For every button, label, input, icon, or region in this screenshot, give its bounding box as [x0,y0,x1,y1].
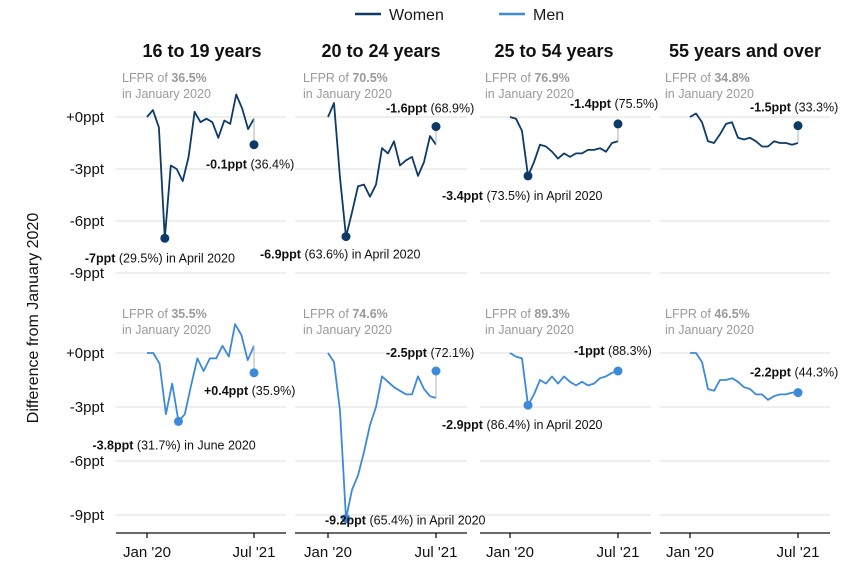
end-point [793,388,803,398]
end-point [431,366,441,376]
panel-women-2: LFPR of 70.5% in January 2020-1.6ppt (68.… [260,71,474,262]
lfpr-label: LFPR of 70.5% [303,71,388,85]
legend-women-label: Women [389,7,444,24]
trough-point [160,233,170,243]
panel-men-4: LFPR of 46.5% in January 2020 -2.2ppt (44.… [665,307,838,401]
y-axis-label: Difference from January 2020 [25,213,42,424]
panel-women-3: LFPR of 76.9% in January 2020-1.4ppt (75.… [442,71,658,203]
end-label: -1ppt (88.3%) [574,344,652,358]
y-tick-label: -9ppt [70,265,105,282]
trough-label: -3.4ppt (73.5%) in April 2020 [442,189,603,203]
panel-women-1: LFPR of 36.5% in January 2020 -0.1ppt (36.… [85,71,294,265]
trough-point [523,171,533,181]
y-tick-label: +0ppt [66,345,105,362]
x-tick-label: Jan '20 [123,544,171,561]
panel-title-20-24: 20 to 24 years [321,41,440,61]
lfpr-label-suffix: in January 2020 [485,323,574,337]
panel-title-55-over: 55 years and over [669,41,821,61]
lfpr-label: LFPR of 74.6% [303,307,388,321]
lfpr-label: LFPR of 36.5% [122,71,207,85]
y-tick-label: -9ppt [70,507,105,524]
y-tick-label: -3ppt [70,399,105,416]
end-label: +0.4ppt (35.9%) [204,384,295,398]
end-point [613,119,623,129]
lfpr-label: LFPR of 46.5% [665,307,750,321]
lfpr-label-suffix: in January 2020 [665,323,754,337]
panel-men-1: LFPR of 35.5% in January 2020 +0.4ppt (35.… [92,307,295,452]
y-tick-label: -6ppt [70,213,105,230]
series-line [509,116,619,177]
lfpr-label-suffix: in January 2020 [122,323,211,337]
lfpr-label-suffix: in January 2020 [303,87,392,101]
trough-point [341,232,351,242]
lfpr-label: LFPR of 35.5% [122,307,207,321]
series-line [327,352,437,520]
x-tick-label: Jul '21 [415,544,458,561]
panel-title-25-54: 25 to 54 years [494,41,613,61]
x-tick-label: Jan '20 [486,544,534,561]
lfpr-label-suffix: in January 2020 [303,323,392,337]
lfpr-label-suffix: in January 2020 [122,87,211,101]
end-label: -2.2ppt (44.3%) [750,366,838,380]
trough-point [341,514,351,524]
end-point [613,366,623,376]
lfpr-label: LFPR of 34.8% [665,71,750,85]
lfpr-label: LFPR of 89.3% [485,307,570,321]
trough-label: -3.8ppt (31.7%) in June 2020 [92,438,255,452]
panel-men-3: LFPR of 89.3% in January 2020-1ppt (88.3%… [442,307,652,432]
x-tick-label: Jan '20 [666,544,714,561]
series-line [690,352,798,401]
end-label: -1.6ppt (68.9%) [386,102,474,116]
y-tick-label: +0ppt [66,109,105,126]
trough-label: -9.2ppt (65.4%) in April 2020 [325,514,486,528]
trough-label: -7ppt (29.5%) in April 2020 [85,251,235,265]
y-tick-label: -3ppt [70,161,105,178]
panel-men-2: LFPR of 74.6% in January 2020 -2.5ppt (72.… [303,307,486,528]
x-tick-label: Jul '21 [233,544,276,561]
trough-label: -2.9ppt (86.4%) in April 2020 [442,418,603,432]
series-line [147,323,255,423]
legend-men-label: Men [533,7,564,24]
end-point [793,121,803,131]
end-point [249,368,259,378]
end-label: -1.4ppt (75.5%) [570,97,658,111]
trough-label: -6.9ppt (63.6%) in April 2020 [260,248,421,262]
trough-point [523,400,533,410]
panel-title-16-19: 16 to 19 years [142,41,261,61]
series-line [327,102,437,238]
legend: Women Men [355,7,564,24]
end-point [249,140,259,150]
series-line [689,112,799,148]
end-label: -2.5ppt (72.1%) [386,346,474,360]
x-tick-label: Jul '21 [777,544,820,561]
plot-layer: +0ppt -3ppt -6ppt -9ppt +0ppt -3ppt -6ppt -9ppt… [66,71,838,561]
lfpr-label: LFPR of 76.9% [485,71,570,85]
y-tick-label: -6ppt [70,453,105,470]
x-tick-label: Jan '20 [304,544,352,561]
trough-point [173,416,183,426]
lfpr-label-suffix: in January 2020 [485,87,574,101]
series-line [509,352,619,407]
x-tick-label: Jul '21 [597,544,640,561]
lfpr-label-suffix: in January 2020 [665,87,754,101]
end-label: -1.5ppt (33.3%) [750,101,838,115]
panel-women-4: LFPR of 34.8% in January 2020-1.5ppt (33.… [665,71,838,148]
end-label: -0.1ppt (36.4%) [206,158,294,172]
panel-titles: 16 to 19 years 20 to 24 years 25 to 54 y… [142,41,821,61]
end-point [431,122,441,132]
